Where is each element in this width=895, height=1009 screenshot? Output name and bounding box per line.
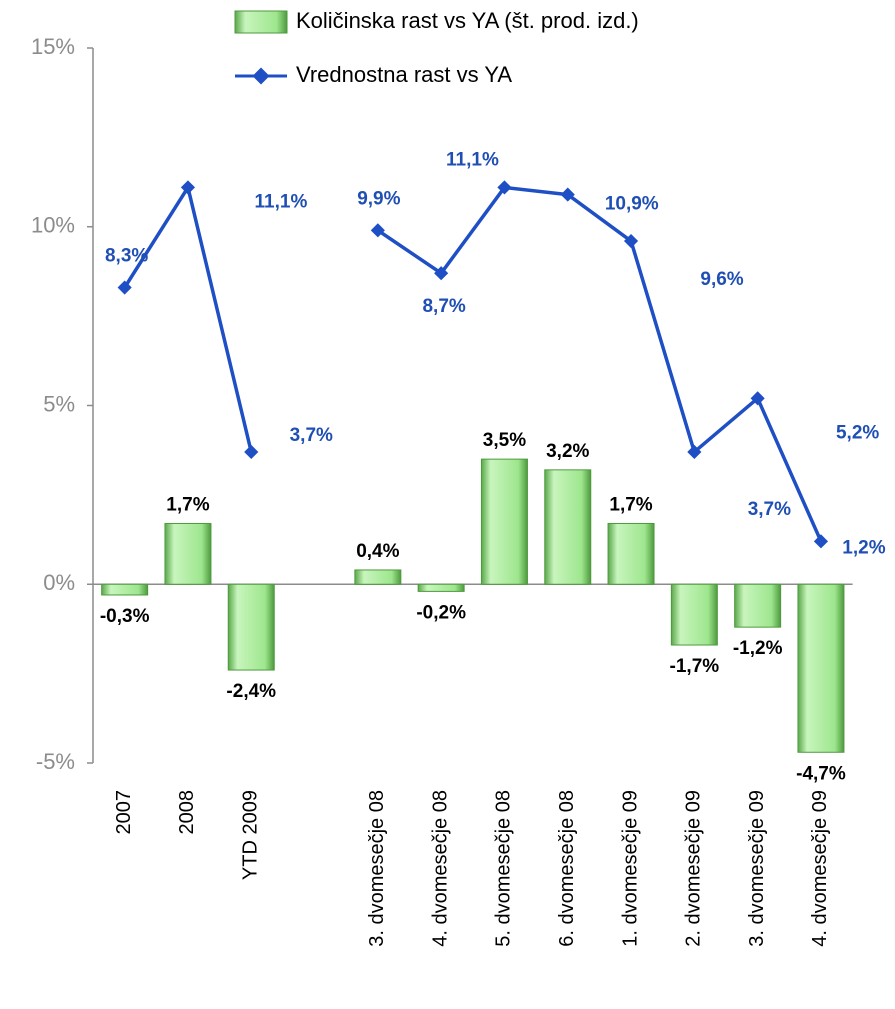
x-tick-label: 6. dvomesečje 08 — [556, 790, 578, 947]
bar — [544, 469, 592, 585]
line-marker — [497, 180, 512, 195]
line-value-label: 9,9% — [357, 188, 400, 209]
legend-label: Vrednostna rast vs YA — [296, 62, 512, 87]
x-tick-label: 3. dvomesečje 09 — [746, 790, 768, 947]
bar-value-label: 1,7% — [166, 494, 209, 515]
line-value-label: 9,6% — [700, 269, 743, 290]
x-tick-label: YTD 2009 — [240, 790, 262, 880]
y-tick-label: -5% — [36, 749, 75, 774]
line-marker — [750, 391, 765, 406]
y-tick-label: 15% — [31, 34, 75, 59]
line-value-label: 8,7% — [422, 296, 465, 317]
line-value-label: 3,7% — [748, 499, 791, 520]
bar-value-label: 3,5% — [483, 430, 526, 451]
line-value-label: 8,3% — [105, 246, 148, 267]
bar — [227, 583, 275, 671]
bar-value-label: -2,4% — [226, 681, 276, 702]
bar-value-label: -4,7% — [796, 763, 846, 784]
bar — [797, 583, 845, 753]
bar-value-label: 1,7% — [609, 494, 652, 515]
line-marker — [813, 534, 829, 549]
line-marker — [623, 233, 639, 249]
bar-value-label: 3,2% — [546, 441, 589, 462]
x-tick-label: 3. dvomesečje 08 — [366, 790, 388, 947]
y-tick-label: 10% — [31, 213, 75, 238]
bar-value-label: -0,3% — [100, 606, 150, 627]
x-tick-label: 2007 — [113, 790, 135, 835]
line — [123, 185, 823, 543]
bar — [734, 583, 782, 628]
legend-swatch-bar — [234, 10, 288, 34]
line-marker — [687, 444, 702, 460]
x-tick-label: 4. dvomesečje 09 — [809, 790, 831, 947]
line-value-label: 3,7% — [290, 425, 333, 446]
bar-value-label: -1,7% — [670, 656, 720, 677]
x-tick-label: 5. dvomesečje 08 — [493, 790, 515, 947]
x-tick-label: 2008 — [176, 790, 198, 835]
line-marker — [180, 180, 196, 195]
bar — [417, 583, 465, 592]
x-tick-label: 2. dvomesečje 09 — [683, 790, 705, 947]
line-value-label: 11,1% — [446, 149, 499, 170]
line-value-label: 11,1% — [255, 191, 308, 212]
legend-label: Količinska rast vs YA (št. prod. izd.) — [296, 8, 639, 33]
bar — [164, 522, 212, 585]
line-marker — [244, 444, 259, 460]
line-marker — [434, 266, 449, 281]
y-tick-label: 0% — [43, 570, 75, 595]
bar-value-label: -1,2% — [733, 638, 783, 659]
bar — [607, 522, 655, 585]
x-tick-label: 4. dvomesečje 08 — [429, 790, 451, 947]
bar-value-label: 0,4% — [356, 541, 399, 562]
bar-value-label: -0,2% — [416, 602, 466, 623]
line-value-label: 10,9% — [605, 194, 659, 215]
bar — [670, 583, 718, 646]
line-value-label: 1,2% — [842, 537, 885, 558]
bar — [354, 569, 402, 585]
bar — [101, 583, 149, 596]
legend-marker — [252, 67, 270, 85]
x-tick-label: 1. dvomesečje 09 — [619, 790, 641, 947]
line-value-label: 5,2% — [836, 422, 879, 443]
line-marker — [560, 187, 575, 202]
y-tick-label: 5% — [43, 391, 75, 416]
bar — [480, 458, 528, 585]
line-marker — [117, 280, 132, 295]
line-marker — [370, 223, 385, 238]
